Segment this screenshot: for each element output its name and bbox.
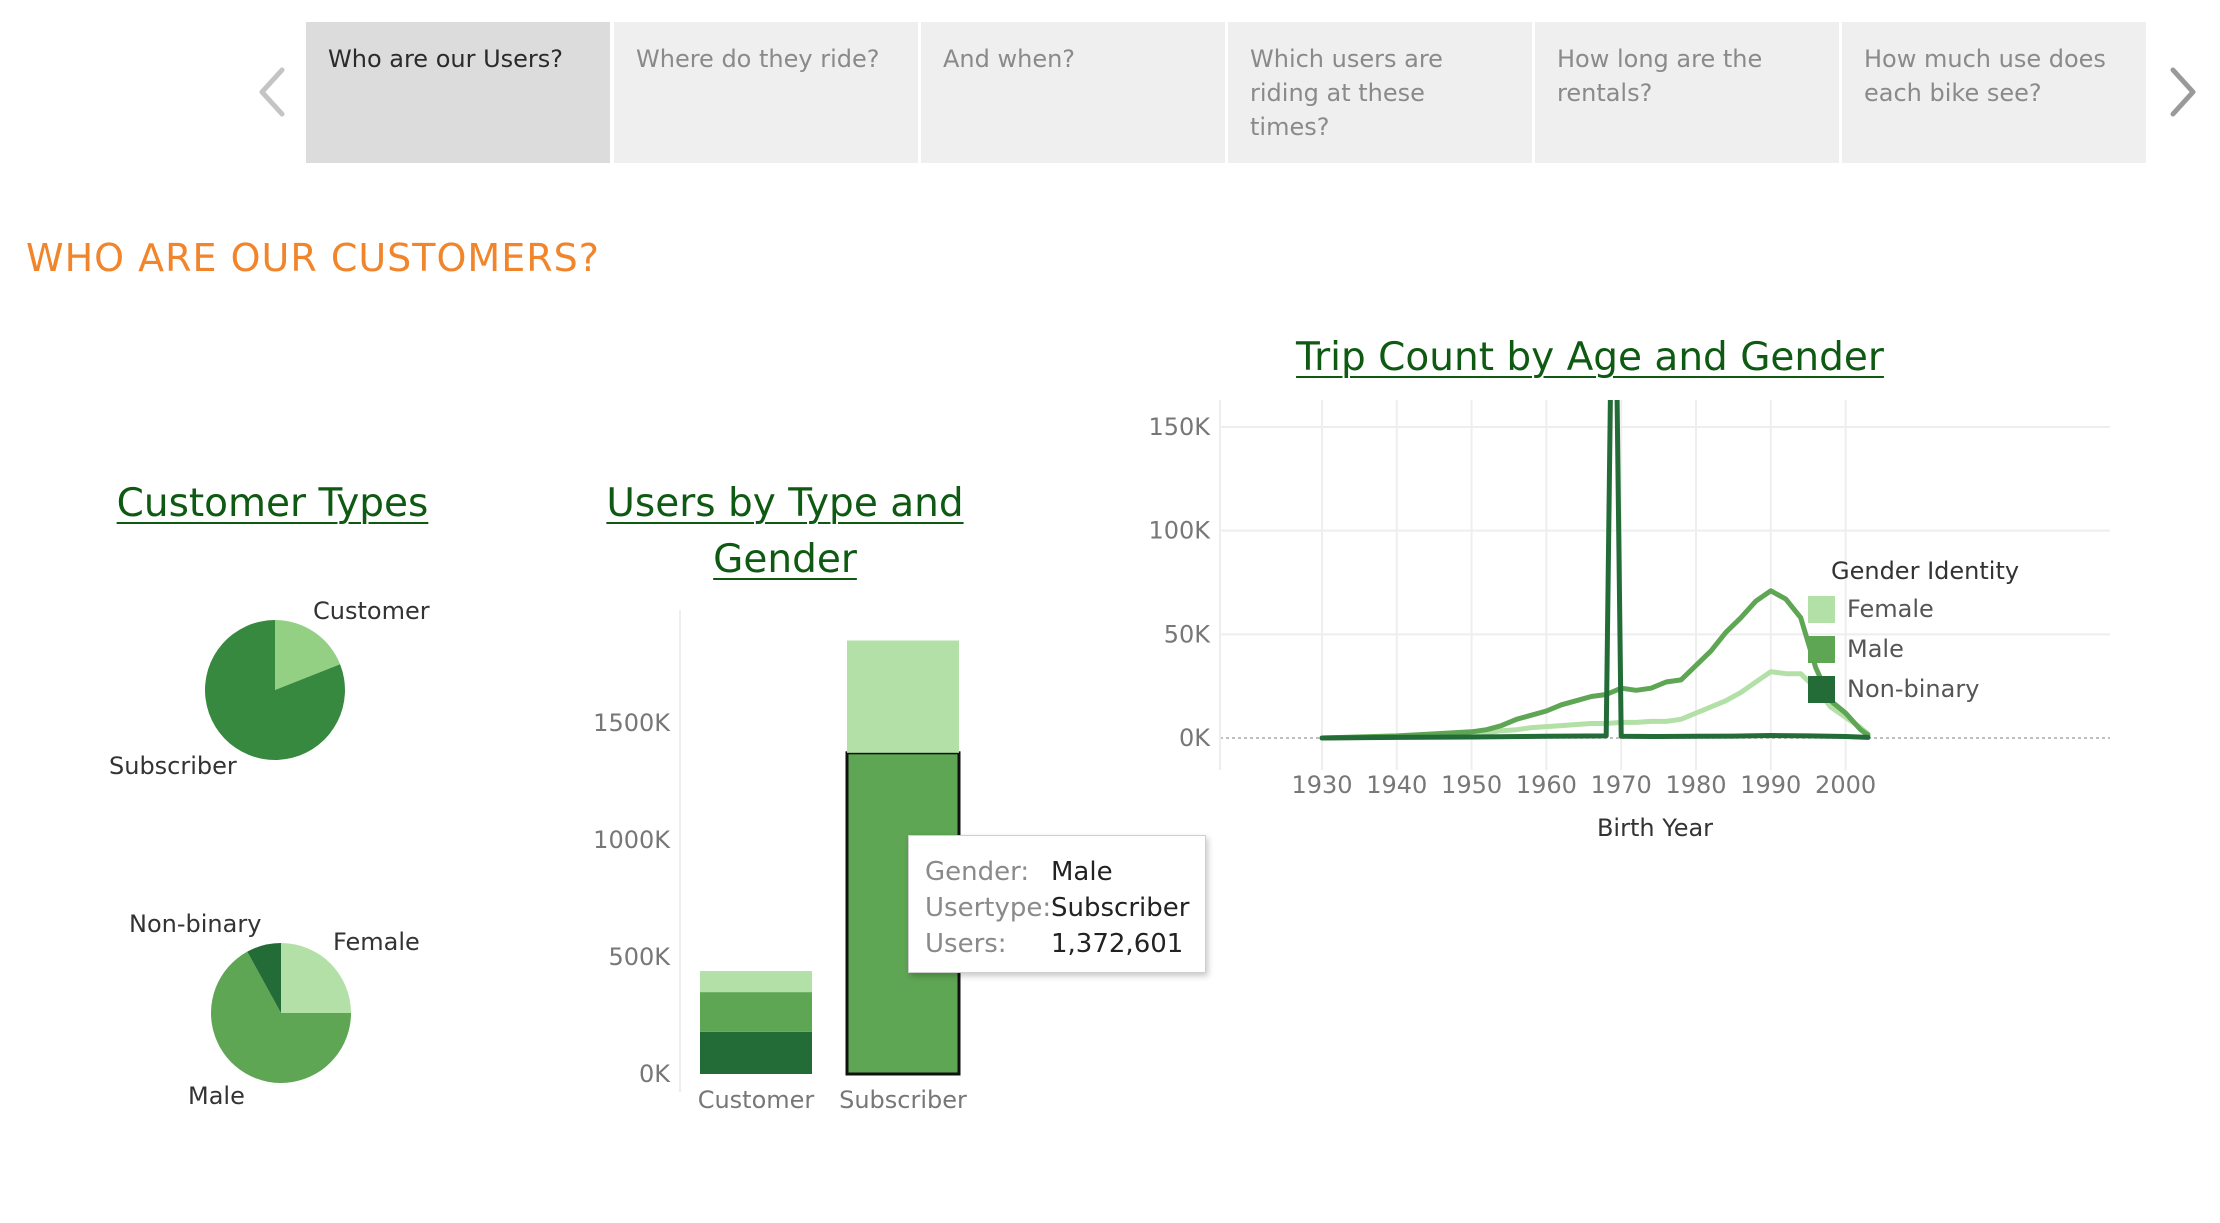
trip-count-title[interactable]: Trip Count by Age and Gender bbox=[1296, 335, 1884, 380]
tooltip-gender-key: Gender: bbox=[925, 857, 1030, 887]
line-ytick-label: 100K bbox=[1148, 517, 1211, 545]
line-series-non-binary bbox=[1319, 400, 1871, 741]
tooltip-usertype-key: Usertype: bbox=[925, 893, 1052, 923]
line-xtick-label: 1990 bbox=[1740, 771, 1801, 799]
legend-label-female: Female bbox=[1847, 595, 1934, 623]
tooltip-users-key: Users: bbox=[925, 929, 1007, 959]
next-arrow-button[interactable] bbox=[2156, 52, 2210, 132]
tooltip-gender-value: Male bbox=[1051, 857, 1113, 887]
tooltip-users-value: 1,372,601 bbox=[1051, 929, 1184, 959]
line-xtick-label: 1930 bbox=[1291, 771, 1352, 799]
legend-item-male[interactable]: Male bbox=[1808, 629, 2019, 669]
pie-label-customer: Customer bbox=[313, 597, 430, 625]
chevron-right-icon bbox=[2170, 67, 2196, 117]
legend-swatch-nonbinary bbox=[1808, 675, 1835, 703]
pie-label-female: Female bbox=[333, 928, 420, 956]
bar-xtick-label: Customer bbox=[698, 1086, 815, 1114]
customer-types-pie[interactable] bbox=[200, 615, 350, 765]
bar-tooltip: Gender: Male Usertype: Subscriber Users: 1,… bbox=[908, 835, 1206, 973]
tab-how-much-use[interactable]: How much use does each bike see? bbox=[1842, 22, 2146, 163]
line-xtick-label: 1970 bbox=[1591, 771, 1652, 799]
line-ytick-label: 0K bbox=[1179, 724, 1211, 752]
gender-pie[interactable] bbox=[206, 938, 356, 1088]
legend-title: Gender Identity bbox=[1831, 557, 2020, 585]
line-ytick-label: 50K bbox=[1164, 620, 1212, 648]
line-xtick-label: 1950 bbox=[1441, 771, 1502, 799]
legend-label-male: Male bbox=[1847, 635, 1904, 663]
pie-slice-female bbox=[281, 943, 351, 1013]
tab-who-are-our-users[interactable]: Who are our Users? bbox=[306, 22, 610, 163]
pie-slice-customer bbox=[275, 620, 341, 690]
legend-item-female[interactable]: Female bbox=[1808, 589, 2019, 629]
bar-segment-customer-male bbox=[700, 992, 812, 1032]
line-xtick-label: 2000 bbox=[1815, 771, 1876, 799]
legend-item-nonbinary[interactable]: Non-binary bbox=[1808, 669, 2019, 709]
legend-swatch-male bbox=[1808, 635, 1835, 663]
trip-count-line-chart[interactable]: 1930 1940 1950 1960 1970 1980 1990 2000 0K 50K 100… bbox=[1110, 400, 2120, 1200]
pie-slice-male bbox=[211, 951, 351, 1084]
customer-types-title[interactable]: Customer Types bbox=[116, 481, 429, 526]
bar-ytick-label: 1000K bbox=[593, 826, 671, 854]
tab-and-when[interactable]: And when? bbox=[921, 22, 1225, 163]
tab-where-do-they-ride[interactable]: Where do they ride? bbox=[614, 22, 918, 163]
line-ytick-label: 150K bbox=[1148, 413, 1211, 441]
bar-ytick-label: 500K bbox=[608, 943, 671, 971]
line-xtick-label: 1960 bbox=[1516, 771, 1577, 799]
tab-which-users-riding[interactable]: Which users are riding at these times? bbox=[1228, 22, 1532, 163]
line-xtick-label: 1940 bbox=[1366, 771, 1427, 799]
bar-ytick-label: 0K bbox=[639, 1060, 671, 1088]
line-series-female bbox=[1319, 669, 1871, 741]
line-xaxis-title: Birth Year bbox=[1597, 814, 1713, 842]
pie-label-subscriber: Subscriber bbox=[109, 752, 237, 780]
pie-slice-non-binary bbox=[247, 943, 281, 1013]
bar-ytick-label: 1500K bbox=[593, 709, 671, 737]
chevron-left-icon bbox=[259, 67, 285, 117]
pie-slice-subscriber bbox=[204, 620, 345, 760]
line-series-male bbox=[1319, 588, 1871, 741]
gender-legend[interactable]: Gender Identity Female Male Non-binary bbox=[1808, 557, 2019, 709]
tooltip-usertype-value: Subscriber bbox=[1051, 893, 1190, 923]
page-heading: WHO ARE OUR CUSTOMERS? bbox=[26, 236, 600, 280]
pie-label-nonbinary: Non-binary bbox=[129, 910, 262, 938]
pie-label-male: Male bbox=[188, 1082, 245, 1110]
users-by-type-gender-title[interactable]: Users by Type and Gender bbox=[606, 481, 964, 582]
bar-segment-customer-non-binary bbox=[700, 1031, 812, 1074]
legend-label-nonbinary: Non-binary bbox=[1847, 675, 1980, 703]
bar-segment-customer-female bbox=[700, 971, 812, 993]
prev-arrow-button[interactable] bbox=[245, 52, 299, 132]
bar-segment-subscriber-female bbox=[847, 640, 959, 753]
bar-xtick-label: Subscriber bbox=[839, 1086, 967, 1114]
tab-how-long-rentals[interactable]: How long are the rentals? bbox=[1535, 22, 1839, 163]
legend-swatch-female bbox=[1808, 595, 1835, 623]
line-xtick-label: 1980 bbox=[1665, 771, 1726, 799]
